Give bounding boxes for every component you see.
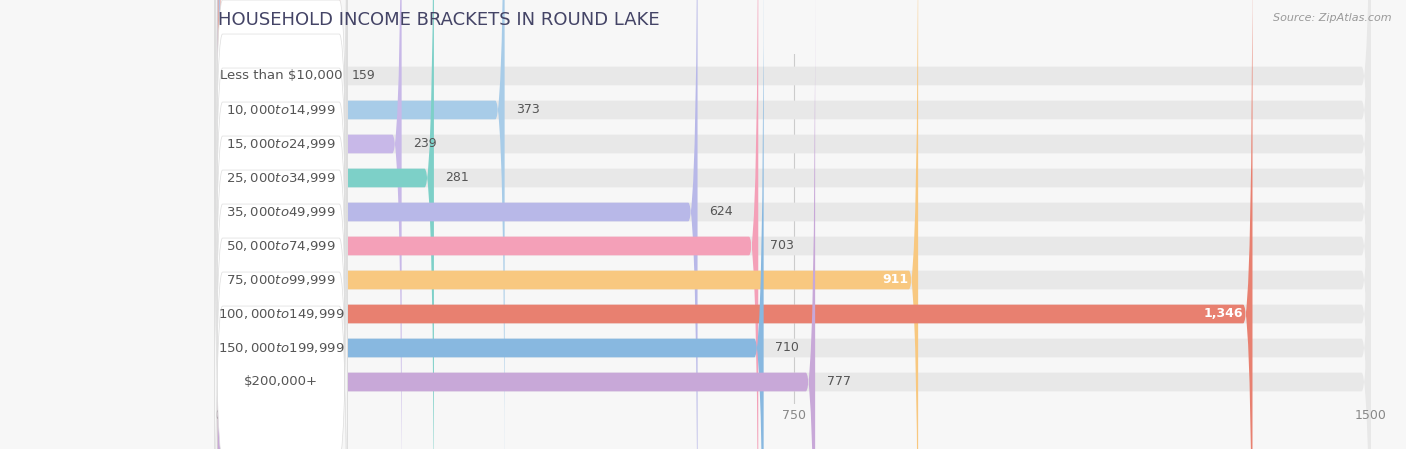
Text: 373: 373 xyxy=(516,103,540,116)
Text: $25,000 to $34,999: $25,000 to $34,999 xyxy=(226,171,336,185)
Text: $200,000+: $200,000+ xyxy=(245,375,318,388)
Text: 159: 159 xyxy=(352,70,375,83)
FancyBboxPatch shape xyxy=(218,0,815,449)
Text: 239: 239 xyxy=(413,137,437,150)
FancyBboxPatch shape xyxy=(218,0,1371,449)
FancyBboxPatch shape xyxy=(215,0,347,449)
FancyBboxPatch shape xyxy=(215,0,347,408)
FancyBboxPatch shape xyxy=(218,0,1371,449)
Text: 1,346: 1,346 xyxy=(1204,308,1243,321)
FancyBboxPatch shape xyxy=(218,0,434,449)
FancyBboxPatch shape xyxy=(218,0,1371,449)
Text: 777: 777 xyxy=(827,375,851,388)
FancyBboxPatch shape xyxy=(215,0,347,449)
FancyBboxPatch shape xyxy=(215,118,347,449)
FancyBboxPatch shape xyxy=(218,0,763,449)
Text: $15,000 to $24,999: $15,000 to $24,999 xyxy=(226,137,336,151)
FancyBboxPatch shape xyxy=(215,0,347,442)
FancyBboxPatch shape xyxy=(215,50,347,449)
Text: $150,000 to $199,999: $150,000 to $199,999 xyxy=(218,341,344,355)
Text: Less than $10,000: Less than $10,000 xyxy=(219,70,342,83)
Text: $10,000 to $14,999: $10,000 to $14,999 xyxy=(226,103,336,117)
FancyBboxPatch shape xyxy=(215,84,347,449)
Text: $35,000 to $49,999: $35,000 to $49,999 xyxy=(226,205,336,219)
FancyBboxPatch shape xyxy=(218,0,697,449)
Text: Source: ZipAtlas.com: Source: ZipAtlas.com xyxy=(1274,13,1392,23)
FancyBboxPatch shape xyxy=(218,0,505,449)
FancyBboxPatch shape xyxy=(218,0,1371,449)
FancyBboxPatch shape xyxy=(218,0,340,449)
FancyBboxPatch shape xyxy=(218,0,758,449)
Text: $50,000 to $74,999: $50,000 to $74,999 xyxy=(226,239,336,253)
FancyBboxPatch shape xyxy=(218,0,918,449)
Text: $75,000 to $99,999: $75,000 to $99,999 xyxy=(226,273,336,287)
FancyBboxPatch shape xyxy=(218,0,1371,449)
FancyBboxPatch shape xyxy=(218,0,1371,449)
FancyBboxPatch shape xyxy=(218,0,402,449)
FancyBboxPatch shape xyxy=(215,16,347,449)
Text: 710: 710 xyxy=(775,342,799,355)
FancyBboxPatch shape xyxy=(218,0,1371,449)
Text: 281: 281 xyxy=(446,172,470,185)
Text: 911: 911 xyxy=(883,273,908,286)
Text: $100,000 to $149,999: $100,000 to $149,999 xyxy=(218,307,344,321)
Text: 624: 624 xyxy=(709,206,733,219)
FancyBboxPatch shape xyxy=(218,0,1371,449)
FancyBboxPatch shape xyxy=(218,0,1371,449)
Text: 703: 703 xyxy=(770,239,793,252)
FancyBboxPatch shape xyxy=(218,0,1253,449)
FancyBboxPatch shape xyxy=(215,0,347,374)
FancyBboxPatch shape xyxy=(215,0,347,340)
Text: HOUSEHOLD INCOME BRACKETS IN ROUND LAKE: HOUSEHOLD INCOME BRACKETS IN ROUND LAKE xyxy=(218,11,659,29)
FancyBboxPatch shape xyxy=(218,0,1371,449)
